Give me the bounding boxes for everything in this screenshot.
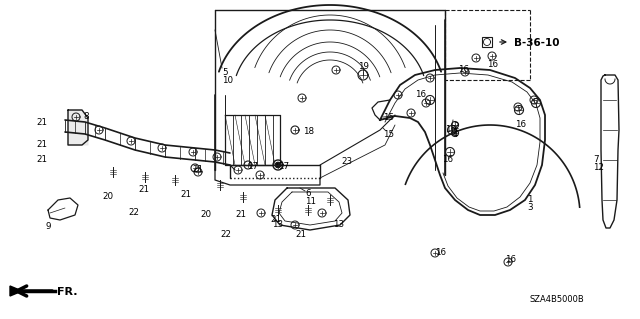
Text: 10: 10 xyxy=(222,76,233,85)
Text: 8: 8 xyxy=(83,112,88,121)
Text: 18: 18 xyxy=(303,127,314,136)
Text: 16: 16 xyxy=(515,120,526,129)
Text: 5: 5 xyxy=(222,68,228,77)
Text: 15: 15 xyxy=(383,130,394,139)
Text: 21: 21 xyxy=(138,185,149,194)
Text: 12: 12 xyxy=(593,163,604,172)
Polygon shape xyxy=(275,162,280,167)
Text: 4: 4 xyxy=(453,130,458,139)
FancyBboxPatch shape xyxy=(482,37,492,47)
Text: 16: 16 xyxy=(458,65,469,74)
Text: 21: 21 xyxy=(180,190,191,199)
Text: 13: 13 xyxy=(333,220,344,229)
Text: 16: 16 xyxy=(442,155,453,164)
Text: 2: 2 xyxy=(453,122,458,131)
Text: 21: 21 xyxy=(36,118,47,127)
Text: 21: 21 xyxy=(295,230,306,239)
Text: 16: 16 xyxy=(487,60,498,69)
Text: 11: 11 xyxy=(305,197,316,206)
Text: 22: 22 xyxy=(220,230,231,239)
Text: 21: 21 xyxy=(235,210,246,219)
Text: 19: 19 xyxy=(358,62,369,71)
Text: 23: 23 xyxy=(341,157,352,166)
Text: 16: 16 xyxy=(505,255,516,264)
Text: 7: 7 xyxy=(593,155,598,164)
Text: 15: 15 xyxy=(383,113,394,122)
Text: 16: 16 xyxy=(435,248,446,257)
Polygon shape xyxy=(68,110,88,145)
Text: 13: 13 xyxy=(272,220,283,229)
Text: 6: 6 xyxy=(305,189,310,198)
Text: FR.: FR. xyxy=(57,287,77,297)
Text: 21: 21 xyxy=(192,165,203,174)
Text: 17: 17 xyxy=(247,162,258,171)
Text: 22: 22 xyxy=(128,208,139,217)
Polygon shape xyxy=(10,286,22,296)
Text: SZA4B5000B: SZA4B5000B xyxy=(530,295,585,304)
Text: 17: 17 xyxy=(278,162,289,171)
Text: 9: 9 xyxy=(45,222,51,231)
Text: B-36-10: B-36-10 xyxy=(514,38,559,48)
Text: 20: 20 xyxy=(200,210,211,219)
Text: 20: 20 xyxy=(102,192,113,201)
Text: 3: 3 xyxy=(527,203,532,212)
Text: 16: 16 xyxy=(445,125,456,134)
Text: 21: 21 xyxy=(36,140,47,149)
Text: 16: 16 xyxy=(415,90,426,99)
Text: 21: 21 xyxy=(36,155,47,164)
Text: 1: 1 xyxy=(527,195,532,204)
Text: 21: 21 xyxy=(270,215,281,224)
